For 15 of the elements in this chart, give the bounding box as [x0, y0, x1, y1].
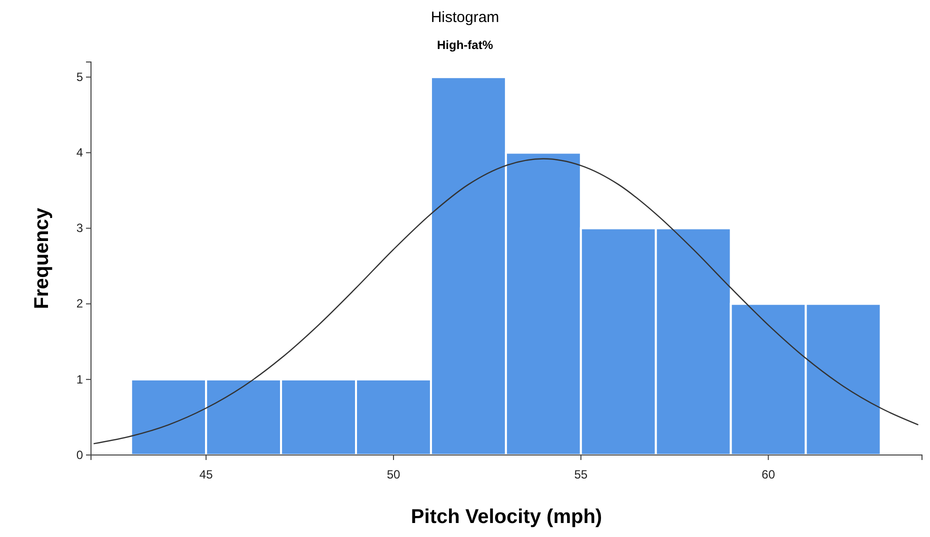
y-tick-label: 4	[76, 146, 84, 160]
line-series	[93, 158, 919, 444]
chart-title: Histogram	[430, 9, 500, 26]
y-tick-label: 0	[76, 448, 84, 462]
x-tick-label: 45	[199, 468, 214, 482]
chart-subtitle: High-fat%	[437, 38, 494, 52]
y-tick-label: 2	[76, 296, 84, 311]
y-tick-label: 3	[76, 221, 84, 236]
x-tick-label: 60	[762, 468, 776, 482]
x-tick-label: 55	[574, 468, 588, 482]
x-axis-title: Pitch Velocity (mph)	[410, 506, 602, 528]
y-tick-label: 1	[76, 372, 84, 386]
y-axis-title: Frequency	[31, 207, 53, 310]
y-tick-label: 5	[76, 70, 84, 84]
x-tick-label: 50	[386, 468, 400, 482]
